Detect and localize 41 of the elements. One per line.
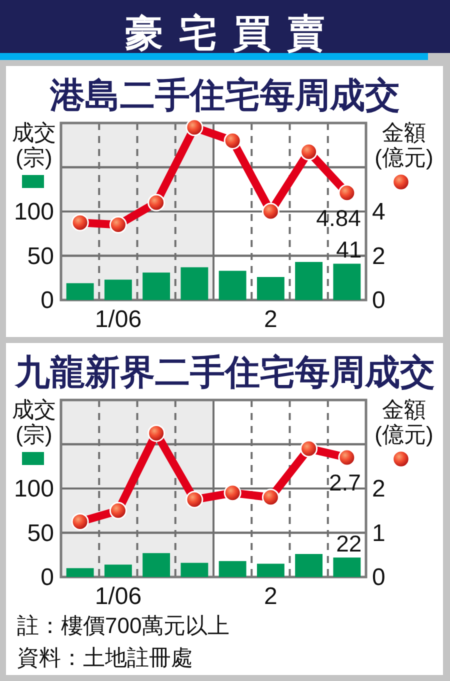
bar bbox=[66, 283, 94, 300]
bar bbox=[104, 280, 132, 300]
bar bbox=[295, 262, 323, 300]
text: 資料：土地註冊處 bbox=[17, 645, 193, 670]
bar bbox=[333, 558, 361, 577]
x-tick-label: 1/06 bbox=[94, 306, 142, 333]
y2-tick-label: 2 bbox=[372, 476, 386, 502]
y2-tick-label: 4 bbox=[372, 198, 386, 226]
y2-axis-title: 金額(億元) bbox=[374, 120, 434, 170]
bar bbox=[180, 562, 208, 577]
y2-tick-label: 0 bbox=[372, 287, 386, 314]
text: 註：樓價700萬元以上 bbox=[17, 613, 230, 638]
bar bbox=[142, 553, 170, 577]
data-label: 22 bbox=[336, 530, 362, 557]
y2-tick-label: 0 bbox=[372, 564, 386, 591]
y-tick-label: 50 bbox=[27, 242, 54, 270]
chart-title: 豪宅買賣 bbox=[125, 12, 341, 55]
y-tick-label: 0 bbox=[40, 287, 54, 314]
bar bbox=[66, 568, 94, 577]
bar bbox=[256, 564, 284, 577]
bar bbox=[104, 564, 132, 577]
chart-subtitle: 港島二手住宅每周成交 bbox=[49, 76, 400, 115]
bar bbox=[333, 264, 361, 300]
y-tick-label: 0 bbox=[40, 564, 54, 591]
y2-tick-label: 1 bbox=[372, 520, 386, 547]
bar bbox=[295, 554, 323, 577]
y2-tick-label: 2 bbox=[372, 242, 386, 270]
bar bbox=[218, 270, 246, 300]
y2-axis-title: 金額(億元) bbox=[374, 397, 434, 447]
y-axis-title: 成交(宗) bbox=[12, 397, 56, 447]
data-label: 4.84 bbox=[316, 204, 362, 231]
x-tick-label: 1/06 bbox=[94, 583, 142, 610]
bar bbox=[142, 272, 170, 300]
y-tick-label: 100 bbox=[14, 476, 54, 502]
y-axis-title: 成交(宗) bbox=[12, 120, 56, 170]
bar bbox=[256, 276, 284, 300]
y-tick-label: 50 bbox=[27, 520, 54, 547]
bar bbox=[180, 267, 208, 300]
y-tick-label: 100 bbox=[14, 198, 54, 226]
chart-title: 九龍新界二手住宅每周成交 bbox=[14, 353, 435, 392]
bar bbox=[218, 561, 246, 577]
